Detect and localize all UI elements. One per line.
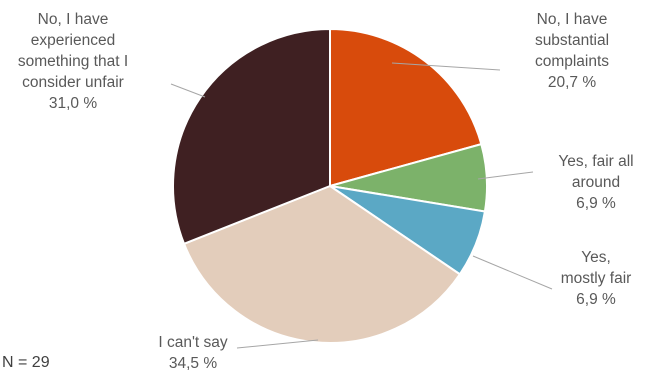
pie-slices	[172, 27, 488, 344]
slice-name-line: mostly fair	[561, 270, 632, 287]
leader-line-1	[391, 62, 501, 71]
slice-name-line: around	[572, 174, 620, 191]
sample-size-note: N = 29	[2, 354, 50, 371]
pie-slice-4	[182, 184, 462, 344]
leader-line-3	[472, 255, 553, 290]
slice-percent-label: 31,0 %	[49, 95, 97, 112]
slice-percent-label: 6,9 %	[576, 291, 616, 308]
slice-percent-label: 6,9 %	[576, 195, 616, 212]
slice-name-line: I can't say	[158, 334, 228, 351]
slice-name-line: experienced	[31, 32, 115, 49]
slice-label-5: No, I have experienced something that I con…	[18, 11, 128, 112]
leader-line-2	[477, 171, 534, 180]
slice-name-line: Yes, fair all	[558, 153, 633, 170]
pie-slice-1	[329, 27, 483, 188]
slice-labels: No, I have substantial complaints 20,7 % Yes…	[18, 11, 634, 372]
slice-label-2: Yes, fair all around 6,9 %	[558, 153, 633, 212]
slice-label-1: No, I have substantial complaints 20,7 %	[535, 11, 609, 91]
leader-line-4	[236, 339, 319, 349]
leader-line-5	[170, 83, 206, 98]
slice-name-line: Yes,	[581, 249, 611, 266]
slice-label-4: I can't say 34,5 %	[158, 334, 228, 372]
slice-name-line: consider unfair	[22, 74, 124, 91]
slice-percent-label: 20,7 %	[548, 74, 596, 91]
slice-label-3: Yes, mostly fair 6,9 %	[561, 249, 632, 308]
slice-name-line: complaints	[535, 53, 609, 70]
leader-lines	[170, 62, 553, 349]
slice-name-line: substantial	[535, 32, 609, 49]
slice-name-line: something that I	[18, 53, 128, 70]
slice-name-line: No, I have	[537, 11, 608, 28]
slice-percent-label: 34,5 %	[169, 355, 217, 372]
pie-slice-5	[172, 27, 331, 246]
slice-name-line: No, I have	[38, 11, 109, 28]
